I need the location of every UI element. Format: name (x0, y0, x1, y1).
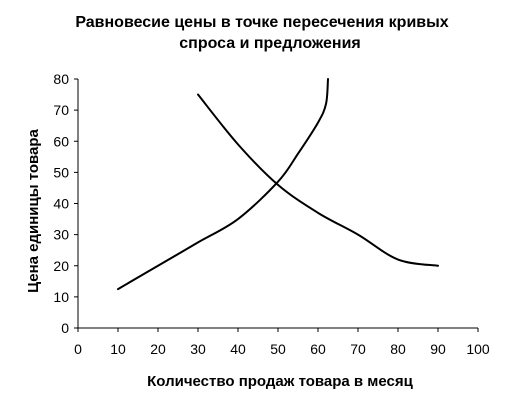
x-tick-label: 40 (230, 341, 246, 357)
y-tick-label: 10 (53, 289, 69, 305)
y-tick-label: 0 (61, 320, 69, 336)
y-tick-label: 50 (53, 164, 69, 180)
y-axis-ticks: 0 10 20 30 40 50 60 70 80 (53, 71, 78, 336)
x-tick-label: 50 (270, 341, 286, 357)
y-tick-label: 80 (53, 71, 69, 87)
chart-title-line-2: спроса и предложения (179, 35, 361, 52)
chart-title-line-1: Равновесие цены в точке пересечения крив… (75, 14, 448, 31)
y-tick-label: 30 (53, 227, 69, 243)
x-tick-label: 10 (110, 341, 126, 357)
y-axis-label: Цена единицы товара (25, 128, 42, 292)
x-tick-label: 30 (190, 341, 206, 357)
x-tick-label: 80 (390, 341, 406, 357)
axes (77, 79, 478, 329)
x-axis-ticks: 0 10 20 30 40 50 60 70 80 90 100 (74, 328, 490, 357)
x-tick-label: 70 (350, 341, 366, 357)
x-axis-label: Количество продаж товара в месяц (147, 373, 414, 390)
supply-curve-line (117, 78, 329, 291)
plot-series (117, 78, 439, 291)
x-tick-label: 100 (466, 341, 490, 357)
y-tick-label: 40 (53, 196, 69, 212)
y-tick-label: 60 (53, 133, 69, 149)
x-tick-label: 20 (150, 341, 166, 357)
x-tick-label: 90 (430, 341, 446, 357)
x-tick-label: 0 (74, 341, 82, 357)
y-tick-label: 20 (53, 258, 69, 274)
x-tick-label: 60 (310, 341, 326, 357)
demand-curve-line (197, 93, 439, 267)
y-tick-label: 70 (53, 102, 69, 118)
